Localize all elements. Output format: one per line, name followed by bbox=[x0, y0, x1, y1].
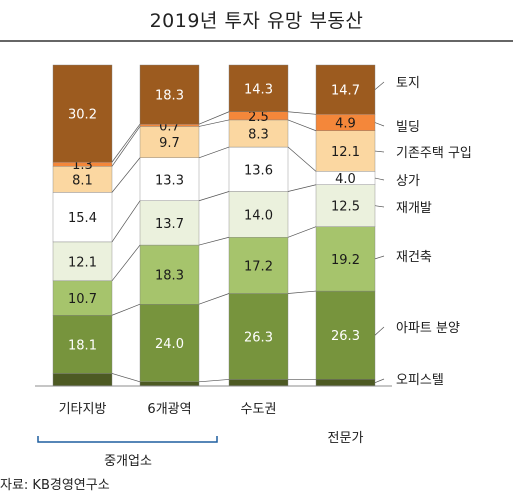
category-label: 수도권 bbox=[241, 402, 277, 417]
series-connector-line bbox=[111, 157, 141, 193]
title-area: 2019년 투자 유망 부동산 bbox=[0, 0, 513, 44]
data-label: 4.0 bbox=[335, 172, 356, 187]
series-connector-line bbox=[111, 244, 141, 282]
legend-leader-line bbox=[374, 255, 385, 260]
series-connector-line bbox=[198, 111, 230, 125]
category-label: 6개광역 bbox=[147, 402, 191, 417]
bar-segment bbox=[228, 237, 289, 294]
data-label: 13.6 bbox=[244, 163, 273, 178]
bar-segment bbox=[228, 379, 289, 387]
bar-segment bbox=[315, 226, 376, 292]
series-connector-line bbox=[287, 226, 317, 238]
bar-segment bbox=[52, 241, 113, 282]
group-label: 중개업소 bbox=[104, 454, 152, 469]
legend-label: 토지 bbox=[396, 76, 420, 91]
series-connector-line bbox=[287, 290, 317, 294]
bar-segment bbox=[139, 126, 200, 158]
series-connector-line bbox=[198, 191, 230, 202]
legend-leader-line bbox=[374, 81, 385, 90]
legend-label: 상가 bbox=[396, 174, 420, 189]
bar-segment bbox=[228, 64, 289, 112]
legend-label: 재개발 bbox=[396, 201, 432, 216]
group-bracket bbox=[37, 436, 218, 443]
data-label: 30.2 bbox=[68, 108, 97, 123]
data-label: 2.5 bbox=[248, 110, 269, 125]
bar-segment bbox=[228, 146, 289, 192]
series-connector-line bbox=[111, 200, 141, 243]
bar-segment bbox=[139, 244, 200, 305]
data-label: 10.7 bbox=[68, 292, 97, 307]
series-connector-line bbox=[198, 119, 230, 127]
series-connector-line bbox=[287, 111, 317, 115]
data-label: 15.4 bbox=[68, 211, 97, 226]
bar-segment bbox=[315, 130, 376, 172]
legend-leader-line bbox=[374, 122, 385, 127]
legend-label: 빌딩 bbox=[396, 120, 420, 135]
legend-leader-line bbox=[374, 326, 385, 336]
series-connector-line bbox=[111, 123, 141, 163]
bar-segment bbox=[228, 119, 289, 148]
bar-segment bbox=[139, 381, 200, 387]
data-label: 12.5 bbox=[331, 200, 360, 215]
legend-label: 오피스텔 bbox=[396, 373, 444, 388]
series-connector-line bbox=[198, 379, 230, 383]
data-label: 9.7 bbox=[159, 136, 180, 151]
legend-leader-line bbox=[374, 150, 385, 153]
legend-label: 기존주택 구입 bbox=[396, 146, 472, 161]
series-connector-line bbox=[198, 236, 230, 246]
data-label: 8.3 bbox=[248, 127, 269, 142]
data-label: 26.3 bbox=[331, 329, 360, 344]
series-connector-line bbox=[287, 146, 317, 172]
bar-segment bbox=[139, 304, 200, 382]
bar-segment bbox=[52, 373, 113, 387]
data-label: 18.3 bbox=[155, 269, 184, 284]
series-connector-line bbox=[287, 119, 317, 132]
category-label: 기타지방 bbox=[59, 402, 107, 417]
series-connector-line bbox=[287, 184, 317, 192]
data-label: 14.7 bbox=[331, 84, 360, 99]
bar-segment bbox=[52, 315, 113, 374]
category-label: 전문가 bbox=[328, 431, 364, 446]
bar-segment bbox=[139, 157, 200, 201]
bar-segment bbox=[315, 379, 376, 387]
title-underline bbox=[0, 40, 513, 42]
legend-leader-line bbox=[374, 378, 385, 383]
chart-title: 2019년 투자 유망 부동산 bbox=[149, 10, 364, 32]
bar-segment bbox=[315, 184, 376, 227]
data-label: 13.3 bbox=[155, 173, 184, 188]
bar-segment bbox=[52, 192, 113, 243]
series-connector-line bbox=[111, 126, 141, 167]
data-label: 18.1 bbox=[68, 338, 97, 353]
series-connector-line bbox=[111, 373, 141, 383]
data-label: 4.9 bbox=[335, 117, 356, 132]
legend-leader-line bbox=[374, 205, 385, 208]
data-label: 26.3 bbox=[244, 330, 273, 345]
bar-segment bbox=[228, 191, 289, 238]
bar-segment bbox=[315, 64, 376, 115]
legend-leader-line bbox=[374, 177, 385, 181]
bar-segment bbox=[315, 290, 376, 380]
data-label: 24.0 bbox=[155, 337, 184, 352]
bar-segment bbox=[139, 200, 200, 246]
data-label: 19.2 bbox=[331, 253, 360, 268]
legend-label: 재건축 bbox=[396, 250, 432, 265]
data-label: 12.1 bbox=[68, 255, 97, 270]
bar-segment bbox=[228, 293, 289, 380]
data-label: 17.2 bbox=[244, 259, 273, 274]
data-label: 18.3 bbox=[155, 89, 184, 104]
source-note: 자료: KB경영연구소 bbox=[0, 478, 110, 493]
data-label: 14.3 bbox=[244, 82, 273, 97]
data-label: 12.1 bbox=[331, 145, 360, 160]
bar-segment bbox=[52, 64, 113, 163]
bar-segment bbox=[139, 64, 200, 125]
legend-label: 아파트 분양 bbox=[396, 321, 460, 336]
series-connector-line bbox=[111, 303, 141, 316]
series-connector-line bbox=[198, 293, 230, 305]
data-label: 8.1 bbox=[72, 173, 93, 188]
bar-segment bbox=[52, 166, 113, 193]
series-connector-line bbox=[198, 146, 230, 159]
data-label: 14.0 bbox=[244, 208, 273, 223]
data-label: 13.7 bbox=[155, 217, 184, 232]
